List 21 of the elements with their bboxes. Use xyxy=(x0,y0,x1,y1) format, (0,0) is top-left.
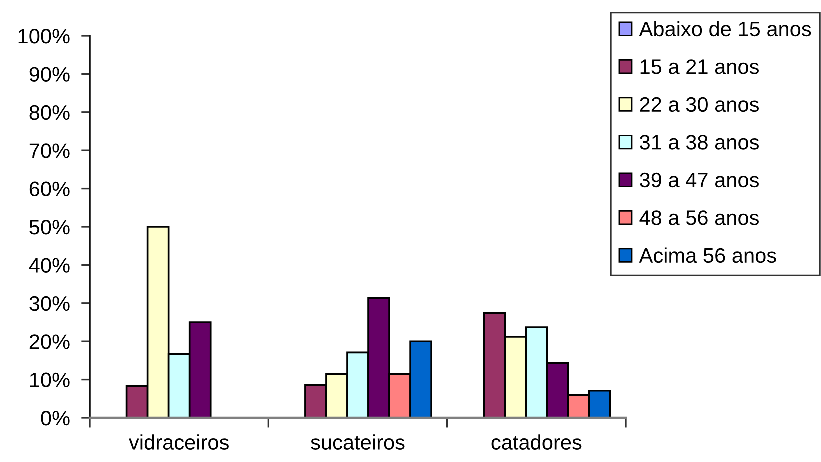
legend-label: 48 a 56 anos xyxy=(640,210,759,226)
legend-label: 39 a 47 anos xyxy=(640,172,759,188)
y-tick-label: 100% xyxy=(18,29,70,44)
legend-label: 22 a 30 anos xyxy=(640,97,759,112)
y-tick-label: 20% xyxy=(30,334,70,350)
y-tick-label: 60% xyxy=(30,182,70,197)
y-tick-label: 40% xyxy=(29,258,70,273)
y-tick-label: 0% xyxy=(41,411,70,426)
y-tick-label: 90% xyxy=(30,67,70,82)
legend-label: 15 a 21 anos xyxy=(640,60,759,74)
x-tick-label: sucateiros xyxy=(311,434,405,450)
x-tick-label: vidraceiros xyxy=(129,434,229,450)
x-tick-label: catadores xyxy=(492,434,582,450)
legend-label: Acima 56 anos xyxy=(639,248,776,264)
y-tick-label: 80% xyxy=(30,105,70,120)
legend-label: 31 a 38 anos xyxy=(640,135,759,150)
y-tick-label: 50% xyxy=(30,220,70,235)
y-tick-label: 70% xyxy=(30,144,70,158)
y-tick-label: 30% xyxy=(30,296,70,312)
y-tick-label: 10% xyxy=(30,372,70,388)
legend-label: Abaixo de 15 anos xyxy=(639,21,812,37)
